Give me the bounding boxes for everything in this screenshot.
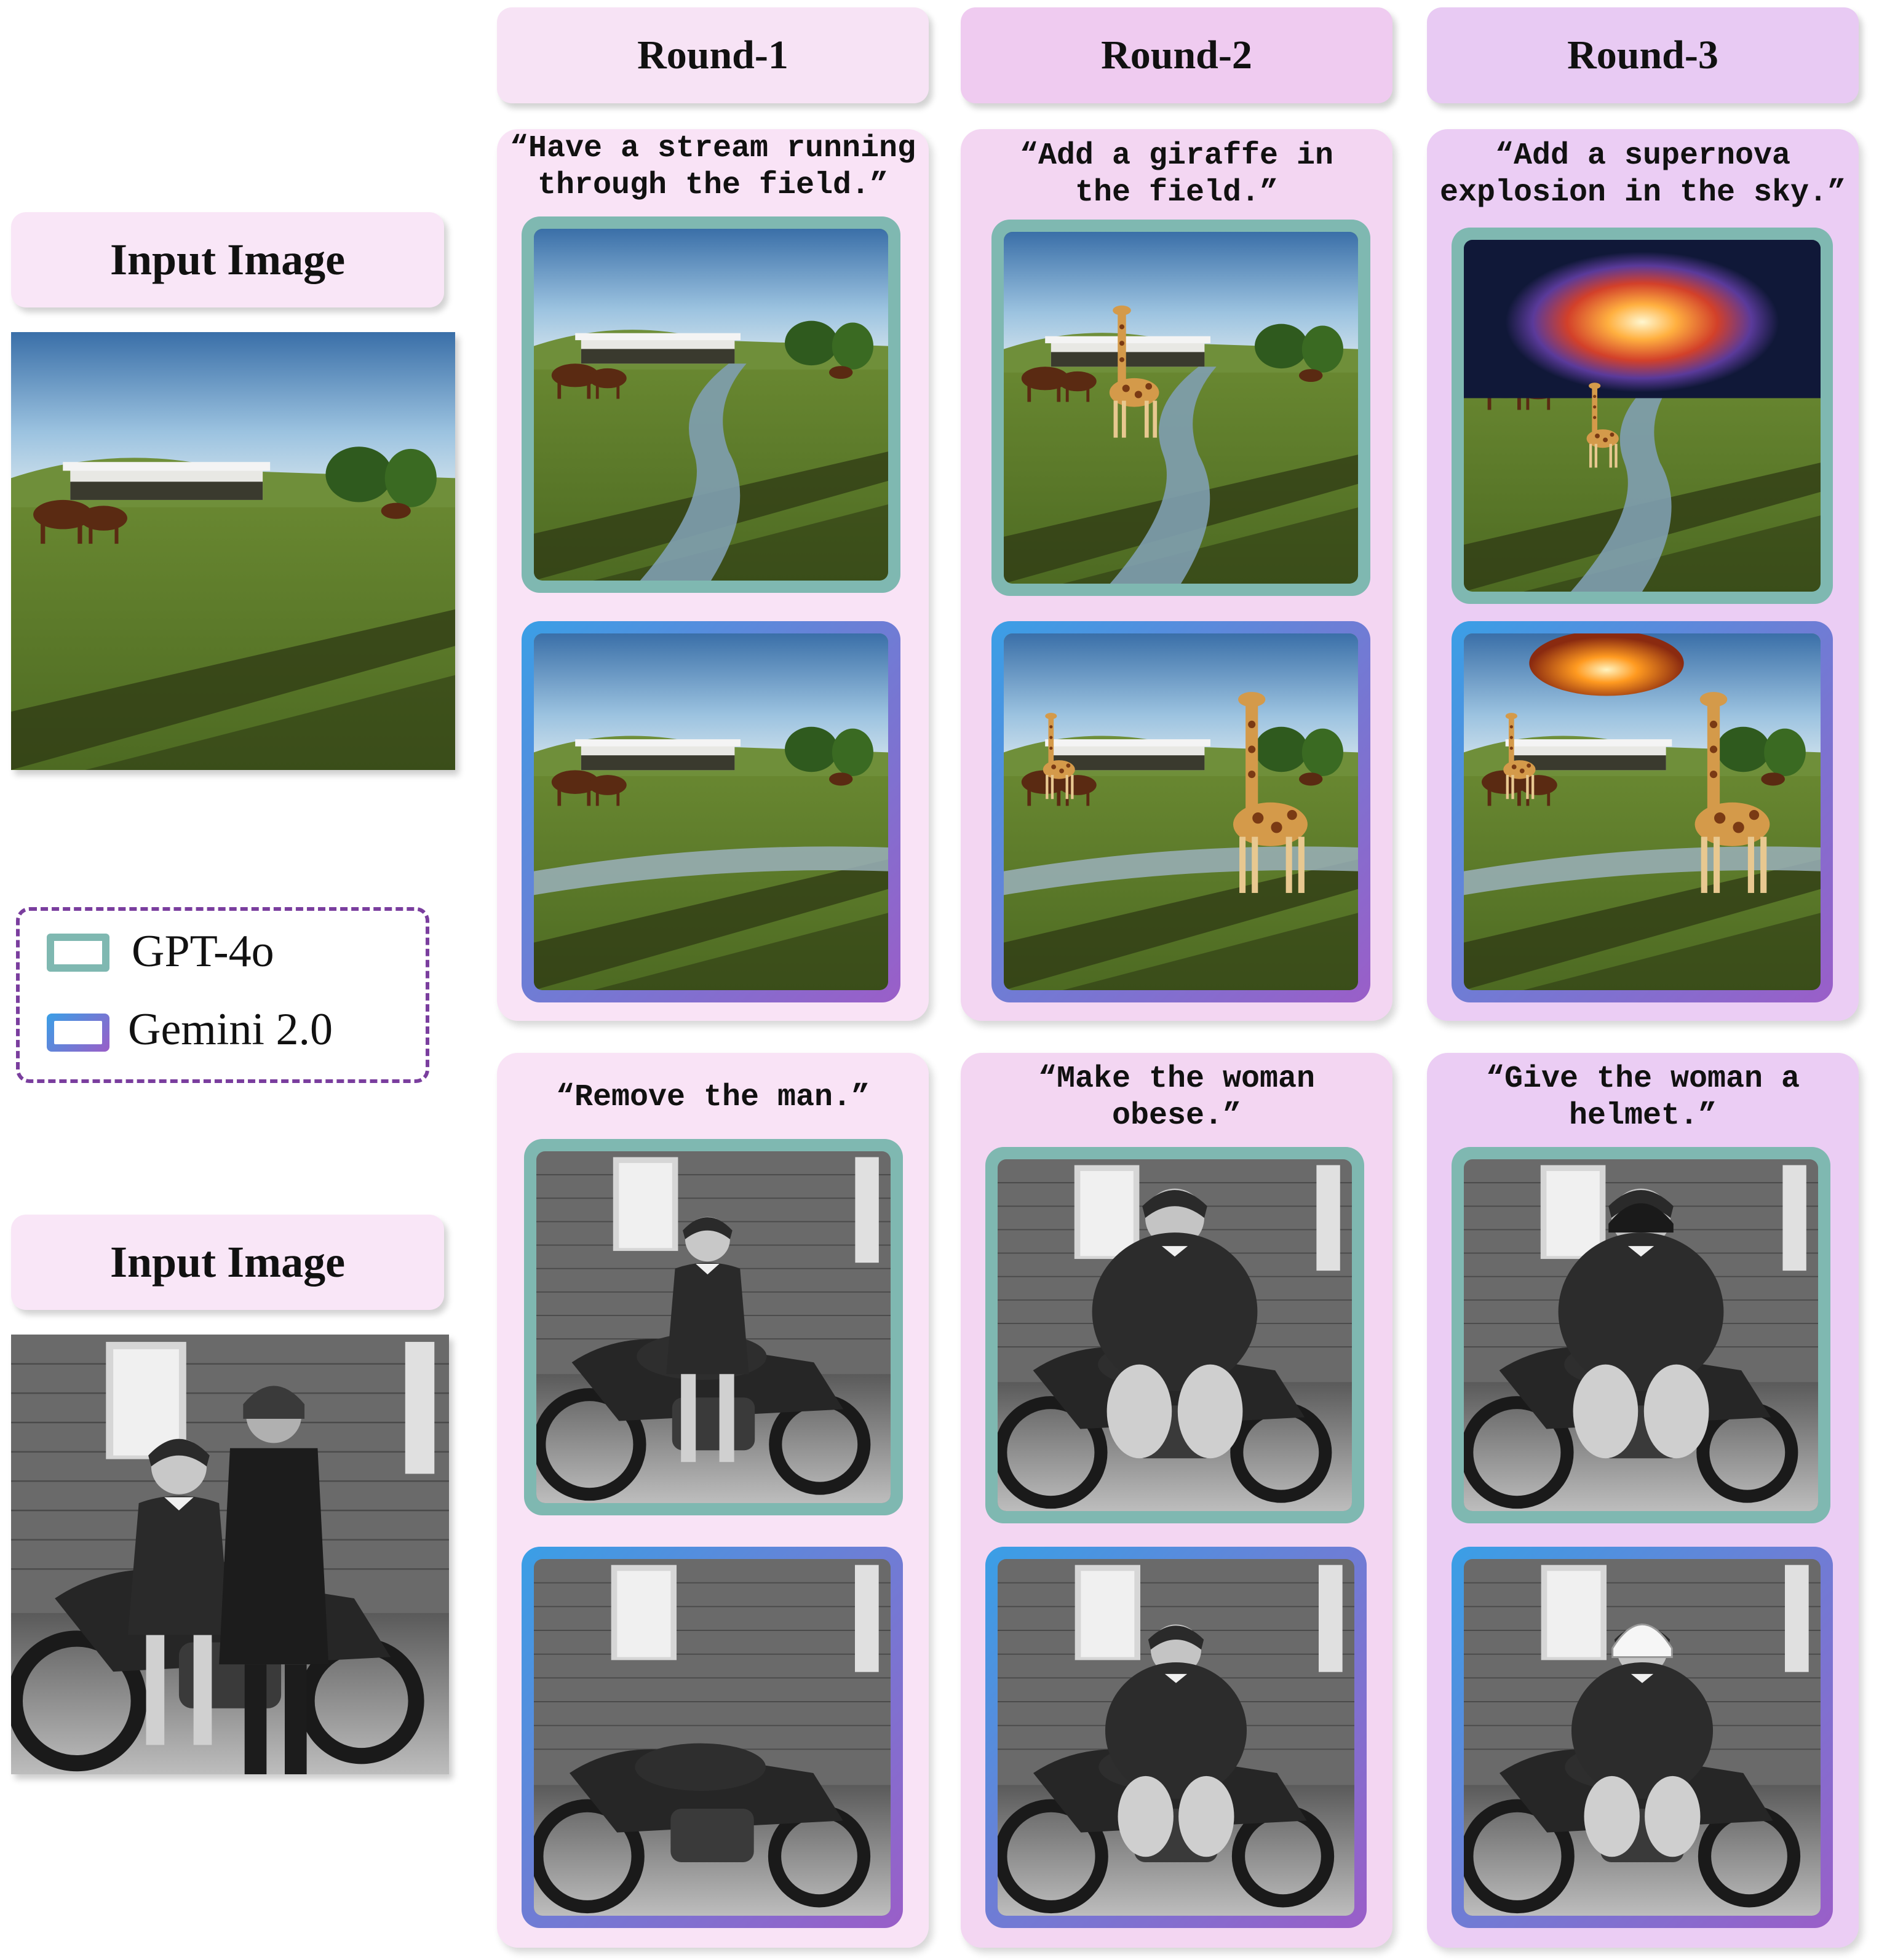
input-image-motorcycle (11, 1335, 449, 1774)
legend-gemini-label: Gemini 2.0 (128, 1004, 333, 1055)
input-image-label-2: Input Image (11, 1215, 444, 1310)
round-2-header: Round-2 (961, 7, 1392, 103)
legend-gpt-swatch (47, 934, 109, 972)
gemini-r2-round2 (985, 1547, 1367, 1928)
prompt-r2-round3: “Give the woman a helmet.” (1485, 1061, 1800, 1133)
gemini-r1-round1 (522, 621, 900, 1002)
gpt4o-r1-round3 (1452, 228, 1833, 604)
prompt-r1-round3: “Add a supernova explosion in the sky.” (1439, 138, 1846, 210)
legend-gemini-swatch (47, 1014, 109, 1052)
gemini-r1-round2 (991, 621, 1370, 1002)
prompt-r2-round2: “Make the woman obese.” (1038, 1061, 1316, 1133)
gpt4o-r1-round2 (991, 220, 1370, 596)
gpt4o-r2-round2 (985, 1147, 1364, 1523)
prompt-r2-round1: “Remove the man.” (555, 1080, 870, 1115)
round-1-header: Round-1 (497, 7, 929, 103)
legend-box (16, 907, 429, 1083)
gpt4o-r1-round1 (522, 216, 900, 593)
prompt-r1-round1: “Have a stream running through the field… (509, 131, 916, 203)
prompt-r1-round2: “Add a giraffe in the field.” (1019, 138, 1334, 210)
gpt4o-r2-round1 (524, 1139, 903, 1515)
round-3-header: Round-3 (1427, 7, 1859, 103)
input-image-field (11, 332, 455, 770)
legend-gpt-label: GPT-4o (132, 926, 274, 977)
gemini-r1-round3 (1452, 621, 1833, 1002)
gpt4o-r2-round3 (1452, 1147, 1830, 1523)
gemini-r2-round3 (1452, 1547, 1833, 1928)
gemini-r2-round1 (522, 1547, 903, 1928)
input-image-label-1: Input Image (11, 212, 444, 307)
